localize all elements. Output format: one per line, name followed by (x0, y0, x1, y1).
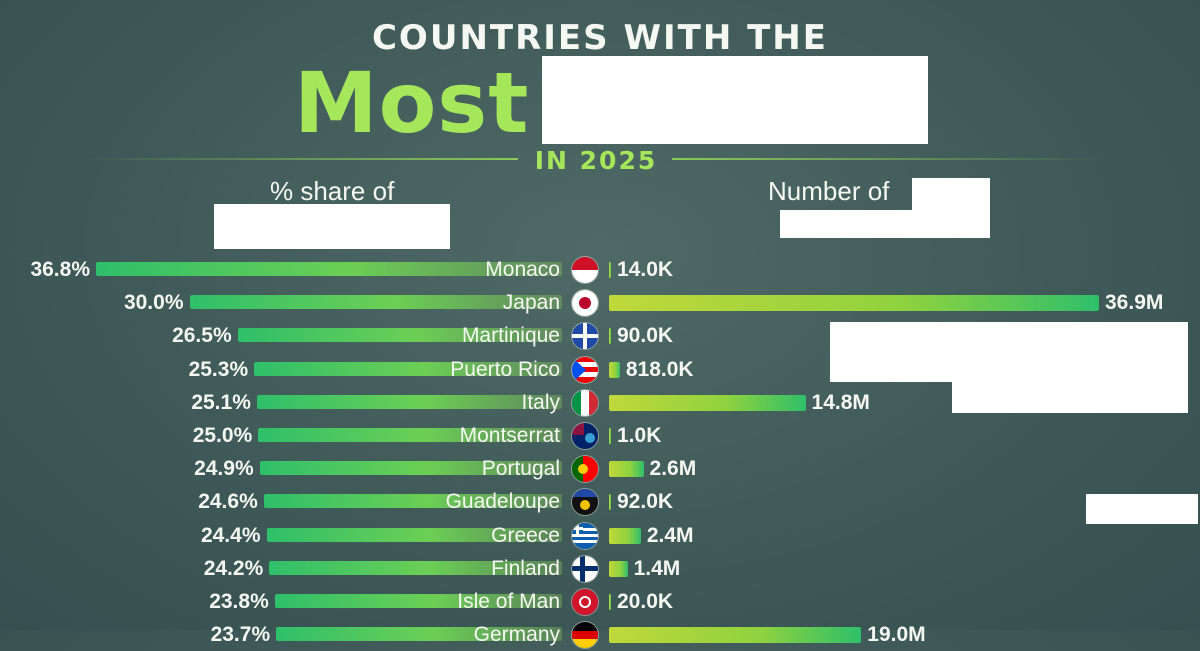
country-label: Isle of Man (457, 590, 560, 613)
pct-label: 24.2% (203, 556, 264, 580)
number-label: 20.0K (617, 590, 674, 613)
table-row: 25.0% Montserrat 1.0K (0, 419, 1200, 452)
number-label: 90.0K (617, 324, 674, 348)
country-label: Germany (473, 623, 560, 647)
left-column-heading: % share of (270, 176, 395, 206)
pct-label: 25.3% (188, 357, 249, 381)
table-row: 23.8% Isle of Man 20.0K (0, 585, 1200, 618)
number-bar (609, 527, 641, 544)
number-bar (609, 394, 806, 411)
pct-bar (266, 527, 562, 542)
country-label: Greece (491, 523, 560, 547)
number-bar (609, 361, 620, 378)
martinique-flag-icon (571, 322, 599, 351)
year-subtitle: IN 2025 (534, 146, 658, 175)
country-label: Monaco (485, 258, 560, 281)
table-row: 23.7% Germany 19.0M (0, 618, 1200, 651)
pct-bar (254, 361, 562, 376)
number-label: 2.4M (646, 523, 694, 547)
country-label: Italy (521, 390, 560, 414)
pct-bar (263, 494, 562, 509)
number-bar (609, 262, 611, 278)
finland-flag-icon (571, 554, 599, 583)
table-row: 24.2% Finland 1.4M (0, 552, 1200, 585)
number-bar (609, 461, 644, 478)
divider-right (672, 158, 1108, 160)
country-label: Guadeloupe (445, 490, 560, 514)
redacted-box-3 (1086, 494, 1198, 524)
number-label: 36.9M (1105, 291, 1164, 315)
japan-flag-icon (571, 289, 599, 318)
right-column-heading: Number of (768, 176, 890, 206)
number-label: 14.8M (811, 390, 870, 414)
title-top: COUNTRIES WITH THE (371, 18, 828, 58)
number-label: 19.0M (867, 623, 926, 647)
table-row: 24.6% Guadeloupe 92.0K (0, 485, 1200, 518)
pct-bar (274, 594, 562, 608)
redacted-title-word (542, 56, 928, 144)
pct-bar (256, 394, 562, 409)
redacted-box-2 (952, 380, 1188, 413)
isle-of-man-flag-icon (571, 588, 599, 616)
pct-label: 25.0% (192, 424, 253, 447)
table-row: 24.9% Portugal 2.6M (0, 452, 1200, 485)
pct-bar (258, 428, 562, 442)
redacted-box-1 (830, 322, 1188, 382)
redacted-right-heading-a (912, 178, 990, 238)
pct-label: 24.9% (194, 457, 254, 481)
italy-flag-icon (571, 388, 599, 417)
number-label: 1.0K (617, 424, 662, 447)
pct-label: 24.6% (198, 490, 258, 514)
country-label: Finland (491, 556, 560, 580)
table-row: 25.1% Italy 14.8M (0, 386, 1200, 419)
pct-label: 36.8% (30, 258, 90, 281)
divider-left (86, 158, 518, 160)
germany-flag-icon (571, 621, 599, 650)
pct-label: 24.4% (200, 523, 261, 547)
pct-bar (96, 262, 562, 276)
pct-bar (269, 560, 562, 575)
number-bar (609, 295, 1099, 312)
number-bar (609, 594, 611, 610)
puerto-rico-flag-icon (571, 355, 599, 384)
country-label: Martinique (461, 324, 560, 348)
table-row: 26.5% Martinique 90.0K (0, 319, 1200, 352)
country-label: Puerto Rico (450, 357, 560, 381)
country-label: Montserrat (459, 424, 560, 447)
table-row: 24.4% Greece 2.4M (0, 519, 1200, 552)
number-bar (609, 560, 628, 577)
table-row: 25.3% Puerto Rico 818.0K (0, 353, 1200, 386)
number-label: 1.4M (633, 556, 681, 580)
monaco-flag-icon (571, 256, 599, 284)
country-label: Portugal (481, 457, 560, 481)
number-label: 2.6M (649, 457, 697, 481)
pct-label: 23.7% (210, 623, 271, 647)
pct-bar (259, 461, 562, 476)
portugal-flag-icon (571, 455, 599, 484)
pct-bar (189, 295, 562, 310)
pct-label: 30.0% (123, 291, 184, 315)
pct-label: 23.8% (209, 590, 269, 613)
pct-bar (237, 328, 562, 343)
guadeloupe-flag-icon (571, 488, 599, 517)
number-label: 14.0K (617, 258, 674, 281)
redacted-right-heading-b (780, 210, 920, 238)
number-bar (609, 328, 611, 345)
greece-flag-icon (571, 521, 599, 550)
redacted-left-heading (214, 204, 450, 249)
table-row: 30.0% Japan 36.9M (0, 286, 1200, 319)
montserrat-flag-icon (571, 422, 599, 450)
country-label: Japan (502, 291, 560, 315)
title-most: Most (294, 54, 530, 152)
number-label: 818.0K (625, 357, 694, 381)
table-row: 36.8% Monaco 14.0K (0, 253, 1200, 286)
pct-label: 26.5% (172, 324, 232, 348)
number-bar (609, 494, 611, 511)
pct-label: 25.1% (191, 390, 251, 414)
number-bar (609, 428, 611, 444)
number-label: 92.0K (617, 490, 674, 514)
